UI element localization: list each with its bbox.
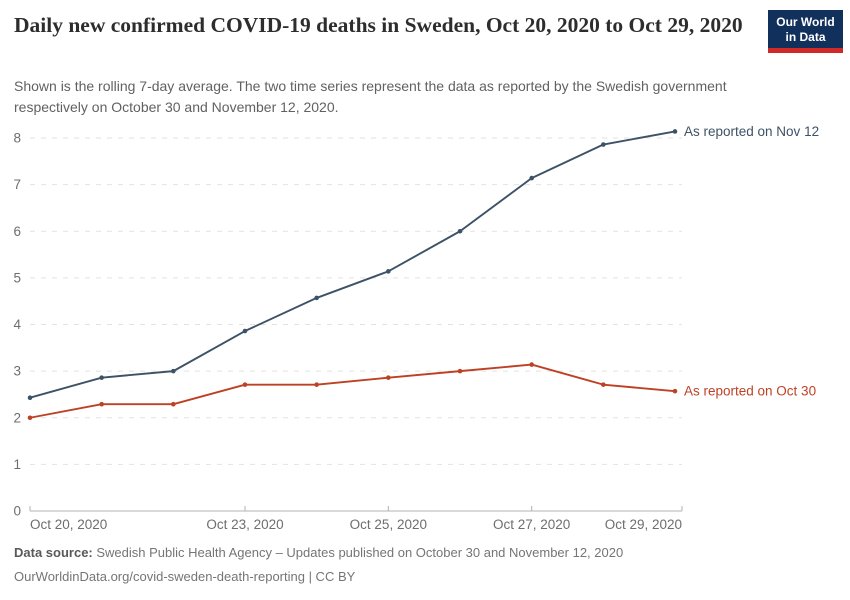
data-point [27,395,33,401]
data-point [314,382,319,387]
data-point [27,415,33,421]
data-point [99,375,104,380]
y-tick-label: 7 [13,177,21,192]
data-point [386,269,391,274]
chart-title: Daily new confirmed COVID-19 deaths in S… [14,13,743,37]
data-point [171,401,176,407]
data-point [457,368,463,374]
y-tick-label: 4 [13,317,21,332]
series-end-label-0: As reported on Nov 12 [684,124,819,139]
y-tick-label: 5 [13,270,21,285]
owid-logo[interactable]: Our World in Data [768,10,843,53]
x-tick-label: Oct 25, 2020 [350,517,427,532]
data-point [601,382,606,387]
data-point [99,401,104,407]
data-point [171,368,176,374]
x-tick-label: Oct 29, 2020 [605,517,682,532]
series-end-label-1: As reported on Oct 30 [684,384,816,399]
y-tick-label: 8 [13,131,21,146]
data-source-label: Data source: [14,545,93,560]
data-source-line: Data source: Swedish Public Health Agenc… [14,545,623,560]
data-point [386,375,391,380]
x-tick-label: Oct 27, 2020 [493,517,570,532]
chart-subtitle: Shown is the rolling 7-day average. The … [14,78,727,115]
data-point [601,142,606,147]
owid-logo-line2: in Data [785,30,826,44]
y-tick-label: 1 [13,457,21,472]
data-point [529,175,534,181]
owid-url-link[interactable]: OurWorldinData.org/covid-sweden-death-re… [14,569,356,584]
data-point [242,328,248,334]
data-point [672,129,678,134]
data-point [457,228,463,234]
data-point [314,295,319,301]
x-tick-label: Oct 23, 2020 [206,517,283,532]
data-point [529,362,534,367]
owid-logo-stripe [768,48,843,53]
y-tick-label: 6 [13,224,21,239]
owid-logo-line1: Our World [776,15,835,29]
y-tick-label: 2 [13,410,21,425]
data-point [242,382,248,387]
y-tick-label: 0 [13,504,21,519]
y-tick-label: 3 [13,364,21,379]
data-point [672,388,678,394]
series-line-0 [29,130,676,399]
data-source-text: Swedish Public Health Agency – Updates p… [92,545,624,560]
x-tick-label: Oct 20, 2020 [30,517,107,532]
series-line-1 [29,363,676,419]
